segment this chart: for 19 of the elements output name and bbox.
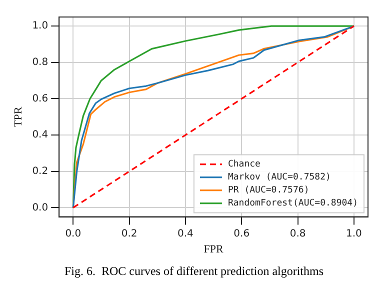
- x-tick-label: 0.4: [178, 228, 194, 240]
- y-tick-label: 0.8: [32, 57, 48, 68]
- x-tick-label: 0.2: [121, 228, 138, 240]
- legend-label: Chance: [228, 160, 260, 170]
- x-axis-title: FPR: [204, 243, 224, 256]
- y-axis-title: TPR: [12, 106, 24, 127]
- legend-label: PR (AUC=0.7576): [228, 186, 310, 196]
- y-tick-label: 1.0: [32, 20, 48, 32]
- legend-label: RandomForest(AUC=0.8904): [228, 198, 358, 209]
- y-tick-label: 0.4: [32, 130, 48, 141]
- y-tick-label: 0.6: [32, 93, 48, 104]
- x-tick-label: 0.0: [65, 228, 82, 240]
- x-tick-label: 0.8: [290, 228, 306, 240]
- y-tick-label: 0.2: [32, 166, 48, 177]
- x-tick-label: 1.0: [346, 228, 362, 240]
- x-tick-label: 0.6: [234, 228, 250, 240]
- y-tick-label: 0.0: [32, 202, 48, 214]
- legend-label: Markov (AUC=0.7582): [228, 172, 331, 183]
- caption: Fig. 6. ROC curves of different prediction algorithms: [63, 264, 325, 279]
